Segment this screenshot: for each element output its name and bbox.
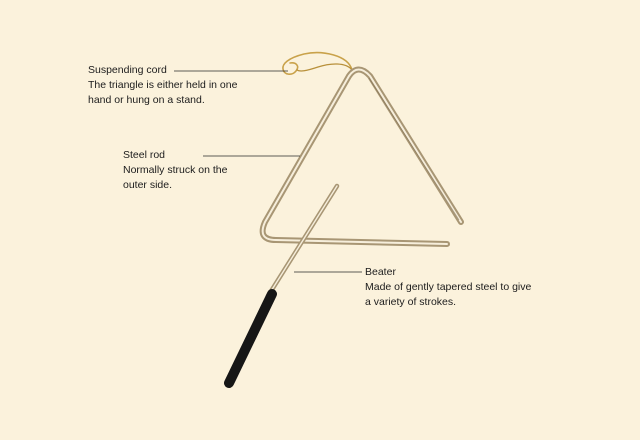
- beater: [229, 186, 337, 383]
- beater-desc-line-2: a variety of strokes.: [365, 295, 531, 310]
- cord-title: Suspending cord: [88, 63, 237, 78]
- suspending-cord: [283, 53, 352, 75]
- rod-title: Steel rod: [123, 148, 227, 163]
- label-steel-rod: Steel rod Normally struck on the outer s…: [123, 148, 227, 193]
- steel-rod-triangle: [263, 70, 461, 245]
- rod-desc-line-1: Normally struck on the: [123, 163, 227, 178]
- label-beater: Beater Made of gently tapered steel to g…: [365, 265, 531, 310]
- cord-desc-line-2: hand or hung on a stand.: [88, 93, 237, 108]
- cord-desc-line-1: The triangle is either held in one: [88, 78, 237, 93]
- beater-handle: [229, 294, 272, 383]
- beater-title: Beater: [365, 265, 531, 280]
- rod-desc-line-2: outer side.: [123, 178, 227, 193]
- label-suspending-cord: Suspending cord The triangle is either h…: [88, 63, 237, 108]
- beater-desc-line-1: Made of gently tapered steel to give: [365, 280, 531, 295]
